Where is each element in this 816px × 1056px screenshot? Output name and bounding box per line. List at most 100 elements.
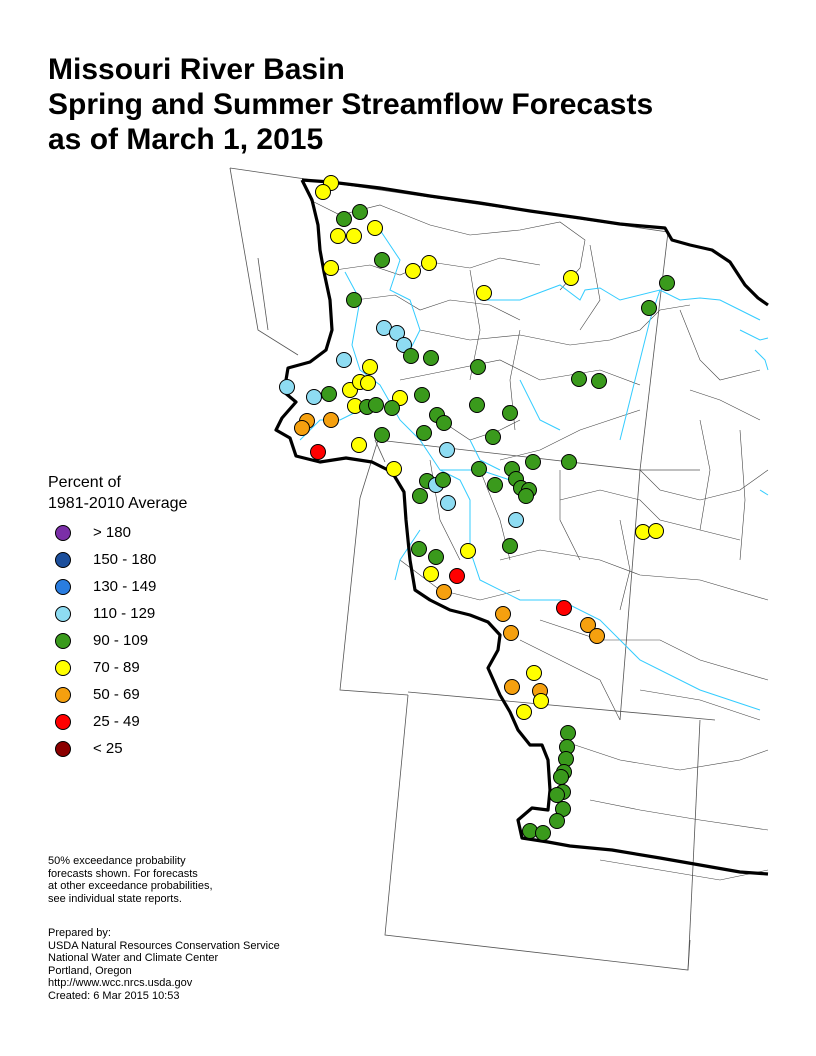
subbasin-line xyxy=(599,859,769,881)
forecast-point xyxy=(315,184,331,200)
forecast-point xyxy=(384,400,400,416)
forecast-point xyxy=(352,204,368,220)
legend-title: Percent of 1981-2010 Average xyxy=(48,472,187,514)
forecast-point xyxy=(553,769,569,785)
legend-swatch xyxy=(55,579,71,595)
forecast-point xyxy=(436,584,452,600)
forecast-point xyxy=(591,373,607,389)
forecast-point xyxy=(487,477,503,493)
forecast-point xyxy=(374,252,390,268)
legend-item: 25 - 49 xyxy=(48,711,187,738)
legend-label: 70 - 89 xyxy=(93,659,140,676)
forecast-point xyxy=(502,405,518,421)
state-line xyxy=(687,719,701,971)
legend-item: 90 - 109 xyxy=(48,630,187,657)
state-boundaries xyxy=(229,167,716,971)
forecast-point xyxy=(306,389,322,405)
forecast-point xyxy=(421,255,437,271)
legend-swatch xyxy=(55,714,71,730)
state-line xyxy=(359,439,700,499)
title-line-2: Spring and Summer Streamflow Forecasts xyxy=(48,88,654,121)
subbasin-line xyxy=(439,419,521,441)
credits: Prepared by: USDA Natural Resources Cons… xyxy=(48,927,280,1002)
forecast-point xyxy=(571,371,587,387)
forecast-point xyxy=(294,420,310,436)
forecast-point xyxy=(526,665,542,681)
state-line xyxy=(639,231,669,471)
legend-swatch xyxy=(55,525,71,541)
forecast-point xyxy=(549,787,565,803)
subbasin-line xyxy=(589,799,769,831)
credits-line-3: National Water and Climate Center xyxy=(48,952,219,964)
forecast-point xyxy=(436,415,452,431)
legend-title-line-2: 1981-2010 Average xyxy=(48,495,188,512)
legend-swatch xyxy=(55,741,71,757)
subbasin-line xyxy=(499,549,769,601)
subbasin-line xyxy=(739,429,746,561)
forecast-point xyxy=(389,325,405,341)
legend-label: < 25 xyxy=(93,740,123,757)
footnote-line-4: see individual state reports. xyxy=(48,892,182,905)
legend-swatch xyxy=(55,633,71,649)
legend-item: < 25 xyxy=(48,738,187,765)
legend-label: > 180 xyxy=(93,524,131,541)
forecast-point xyxy=(323,260,339,276)
subbasin-line xyxy=(399,559,521,601)
legend-label: 110 - 129 xyxy=(93,605,156,622)
forecast-point xyxy=(563,270,579,286)
river xyxy=(394,529,421,581)
forecast-point xyxy=(518,488,534,504)
subbasin-line xyxy=(499,409,641,461)
river xyxy=(379,229,421,351)
legend-item: 110 - 129 xyxy=(48,603,187,630)
forecast-point xyxy=(471,461,487,477)
legend-label: 50 - 69 xyxy=(93,686,140,703)
state-line xyxy=(374,439,386,463)
credits-line-4: Portland, Oregon xyxy=(48,964,132,977)
forecast-point xyxy=(522,823,538,839)
subbasin-line xyxy=(399,359,641,386)
forecast-point xyxy=(449,568,465,584)
forecast-point xyxy=(659,275,675,291)
forecast-point xyxy=(423,566,439,582)
subbasin-line xyxy=(699,419,711,531)
subbasin-line xyxy=(354,294,521,321)
state-line xyxy=(619,469,641,721)
legend-item: 70 - 89 xyxy=(48,657,187,684)
credits-line-5: http://www.wcc.nrcs.usda.gov xyxy=(48,977,193,989)
footnote: 50% exceedance probability forecasts sho… xyxy=(48,855,213,905)
forecast-point xyxy=(533,693,549,709)
forecast-point xyxy=(351,437,367,453)
forecast-point xyxy=(535,825,551,841)
legend-swatch xyxy=(55,552,71,568)
river xyxy=(754,349,769,371)
title-line-1: Missouri River Basin xyxy=(48,53,345,86)
subbasin-line xyxy=(559,470,581,561)
map-title: Missouri River Basin Spring and Summer S… xyxy=(48,52,653,157)
forecast-point xyxy=(476,285,492,301)
title-line-3: as of March 1, 2015 xyxy=(48,123,324,156)
subbasin-line xyxy=(559,489,741,541)
legend-swatch xyxy=(55,660,71,676)
legend-label: 90 - 109 xyxy=(93,632,149,649)
state-line xyxy=(407,691,716,721)
forecast-point xyxy=(374,427,390,443)
forecast-point xyxy=(346,292,362,308)
forecast-point xyxy=(648,523,664,539)
forecast-point xyxy=(405,263,421,279)
footnote-line-1: 50% exceedance probability xyxy=(48,855,186,867)
forecast-point xyxy=(368,397,384,413)
forecast-point xyxy=(330,228,346,244)
forecast-point xyxy=(323,412,339,428)
legend: Percent of 1981-2010 Average > 180 150 - … xyxy=(48,472,187,765)
river xyxy=(519,379,561,431)
subbasin-line xyxy=(619,519,631,611)
legend-item: 130 - 149 xyxy=(48,576,187,603)
river xyxy=(480,284,761,321)
forecast-point xyxy=(561,454,577,470)
forecast-point xyxy=(502,538,518,554)
legend-items: > 180 150 - 180 130 - 149 110 - 129 90 - 109… xyxy=(48,522,187,765)
basin-boundary xyxy=(274,178,769,876)
legend-item: 50 - 69 xyxy=(48,684,187,711)
